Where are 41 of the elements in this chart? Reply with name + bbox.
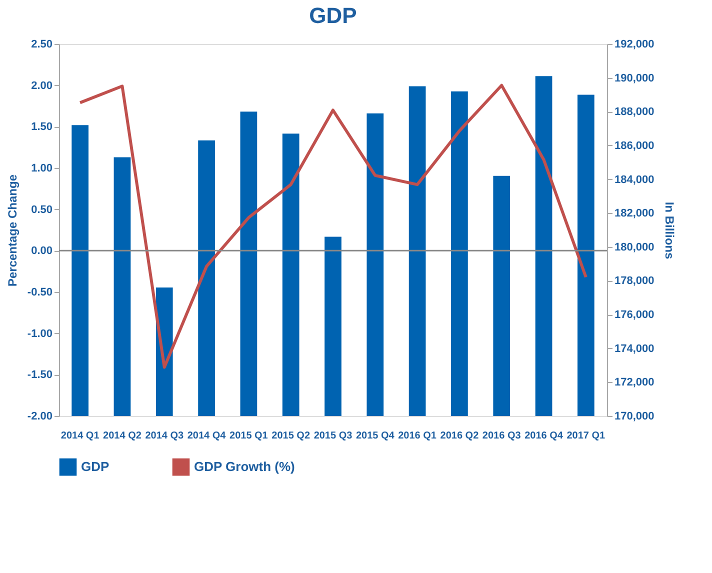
y-tick-label: 0.50 — [31, 204, 52, 216]
x-tick-label: 2016 Q3 — [482, 430, 522, 442]
y2-tick-label: 186,000 — [614, 140, 654, 152]
x-tick-label: 2016 Q2 — [440, 430, 480, 442]
y-tick-label: -0.50 — [27, 286, 52, 298]
x-tick-label: 2015 Q1 — [230, 430, 268, 442]
y-tick-label: 2.00 — [31, 80, 52, 92]
y-tick-label: -1.50 — [27, 369, 52, 382]
y-tick-label: -1.00 — [27, 328, 52, 340]
legend-label: GDP Growth (%) — [194, 459, 295, 474]
y2-tick-label: 170,000 — [614, 410, 654, 422]
y2-tick-label: 184,000 — [614, 174, 654, 186]
y-axis-title: Percentage Change — [5, 174, 20, 287]
y-tick-label: 0.00 — [31, 245, 52, 258]
y-tick-label: 2.50 — [31, 38, 52, 50]
x-tick-label: 2016 Q1 — [398, 430, 437, 442]
legend-label: GDP — [81, 459, 110, 474]
x-tick-label: 2015 Q3 — [314, 430, 353, 442]
y2-tick-label: 180,000 — [614, 241, 654, 254]
y2-tick-label: 174,000 — [614, 342, 654, 355]
x-tick-label: 2014 Q2 — [103, 430, 142, 442]
x-tick-label: 2015 Q4 — [356, 430, 395, 442]
x-tick-label: 2015 Q2 — [272, 430, 310, 442]
x-tick-label: 2017 Q1 — [566, 430, 606, 442]
y-tick-label: -2.00 — [27, 410, 52, 422]
y2-axis-title: In Billions — [662, 202, 676, 260]
x-tick-label: 2014 Q1 — [60, 430, 100, 442]
y2-tick-label: 192,000 — [614, 38, 654, 50]
x-tick-label: 2014 Q4 — [187, 430, 226, 442]
chart-title: GDP — [309, 3, 357, 28]
y2-tick-label: 176,000 — [614, 309, 654, 322]
x-tick-label: 2014 Q3 — [145, 430, 184, 442]
line-series — [78, 84, 588, 369]
y2-tick-label: 188,000 — [614, 106, 654, 118]
y-tick-label: 1.50 — [31, 121, 52, 134]
x-tick-label: 2016 Q4 — [524, 430, 564, 442]
y2-tick-label: 172,000 — [614, 376, 654, 389]
y2-tick-label: 178,000 — [614, 275, 654, 288]
y-tick-label: 1.00 — [31, 162, 52, 174]
y2-tick-label: 182,000 — [614, 208, 654, 220]
y2-tick-label: 190,000 — [614, 72, 654, 84]
